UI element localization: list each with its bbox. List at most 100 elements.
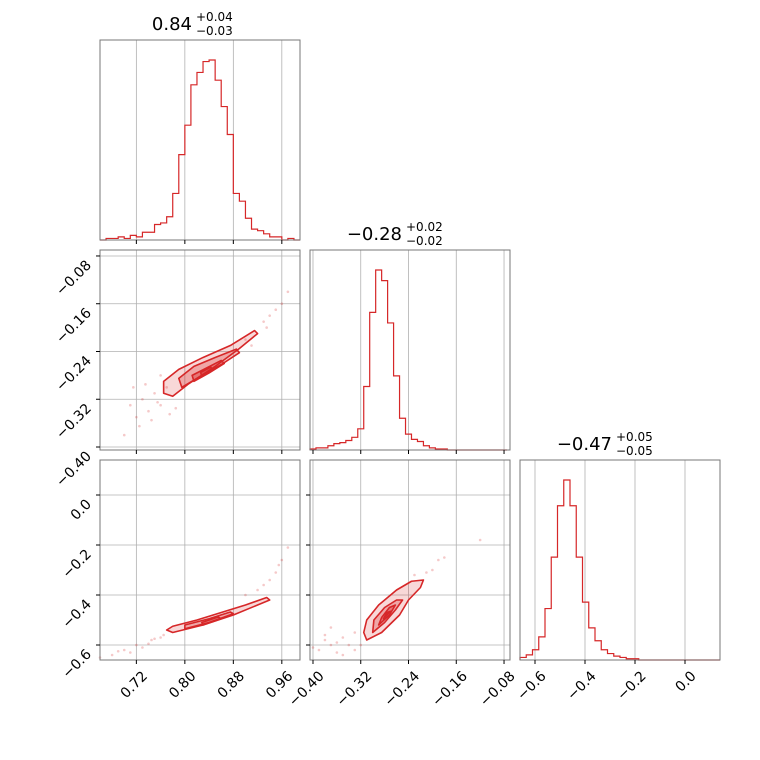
sample-point	[443, 556, 446, 559]
panel-frame	[519, 459, 721, 661]
sample-point	[262, 320, 265, 323]
x-tick-label: −0.08	[477, 668, 519, 710]
sample-point	[153, 637, 156, 641]
sample-point	[265, 326, 268, 329]
sample-point	[329, 643, 333, 647]
density-contour-3	[382, 610, 392, 620]
sample-point	[159, 403, 162, 407]
sample-point	[286, 290, 290, 294]
sample-point	[159, 374, 162, 377]
sample-point	[250, 344, 253, 347]
density-contour-0	[165, 596, 271, 634]
x-tick-label: −0.40	[286, 668, 328, 710]
sample-point	[431, 568, 434, 572]
y-tick-label: 0.0	[68, 497, 95, 524]
sample-point	[341, 653, 345, 657]
sample-point	[129, 403, 132, 407]
sample-point	[359, 643, 363, 647]
sample-point	[286, 546, 290, 549]
sample-point	[329, 626, 333, 629]
y-tick-label: −0.16	[53, 305, 95, 347]
sample-point	[347, 643, 351, 647]
scatter-panel-1-2	[306, 459, 511, 664]
y-tick-label: −0.08	[53, 257, 95, 299]
sample-point	[165, 386, 168, 389]
scatter-panel-0-2	[96, 459, 301, 664]
panel-frame	[99, 459, 301, 661]
sample-point	[110, 653, 114, 657]
sample-point	[335, 651, 339, 654]
x-tick-label: 0.88	[215, 668, 248, 701]
param-title-minus: −0.03	[196, 24, 233, 38]
sample-point	[268, 314, 271, 317]
sample-point	[425, 571, 428, 574]
sample-point	[317, 648, 321, 652]
sample-point	[311, 646, 315, 649]
sample-point	[116, 649, 120, 653]
sample-point	[437, 558, 440, 562]
param-title-minus: −0.02	[406, 234, 443, 248]
sample-point	[277, 563, 281, 567]
param-title-plus: +0.05	[616, 430, 653, 444]
sample-point	[147, 642, 150, 646]
param-title-plus: +0.04	[196, 10, 233, 24]
sample-point	[341, 636, 345, 639]
sample-point	[280, 558, 284, 562]
sample-point	[159, 636, 162, 639]
y-tick-label: −0.32	[53, 401, 95, 443]
sample-point	[135, 643, 138, 647]
y-tick-label: −0.40	[53, 449, 95, 491]
panel-frame	[99, 39, 301, 241]
x-tick-label: −0.16	[429, 668, 471, 710]
sample-point	[122, 433, 126, 437]
sample-point	[262, 583, 265, 587]
hist-panel-2: −0.47 +0.05−0.05	[519, 430, 721, 664]
sample-point	[335, 641, 339, 644]
histogram-step-0	[100, 59, 300, 241]
sample-point	[162, 633, 165, 637]
x-tick-label: −0.2	[614, 668, 649, 703]
sample-point	[129, 651, 132, 654]
param-title-value: −0.28	[347, 224, 402, 245]
sample-point	[323, 638, 327, 642]
histogram-step-2	[519, 479, 720, 661]
y-tick-label: −0.2	[59, 547, 94, 582]
x-tick-label: −0.32	[334, 668, 376, 710]
sample-point	[156, 400, 159, 404]
panel-frame	[309, 459, 511, 661]
sample-point	[147, 409, 150, 413]
y-tick-label: −0.4	[59, 596, 94, 631]
sample-point	[478, 538, 482, 542]
sample-point	[138, 424, 141, 428]
param-title-value: 0.84	[152, 14, 192, 35]
x-tick-label: 0.72	[118, 668, 151, 701]
y-tick-label: −0.24	[53, 353, 95, 395]
sample-point	[135, 415, 138, 419]
sample-point	[141, 397, 144, 401]
sample-point	[280, 302, 284, 306]
y-tick-label: −0.6	[59, 646, 94, 681]
sample-point	[244, 593, 247, 597]
sample-point	[153, 391, 156, 395]
hist-panel-1: −0.28 +0.02−0.02	[309, 220, 511, 454]
sample-point	[144, 383, 147, 386]
density-contour-3	[199, 366, 213, 378]
param-title-value: −0.47	[557, 434, 612, 455]
sample-point	[132, 386, 135, 389]
panel-frame	[99, 249, 301, 451]
sample-point	[268, 578, 271, 582]
sample-point	[323, 633, 327, 637]
x-tick-label: −0.6	[514, 668, 549, 703]
sample-point	[256, 588, 259, 592]
sample-point	[174, 406, 178, 410]
scatter-panel-0-1	[96, 249, 301, 454]
x-tick-label: −0.4	[564, 668, 599, 703]
sample-point	[274, 308, 278, 312]
sample-point	[168, 412, 171, 416]
sample-point	[353, 648, 357, 652]
sample-point	[122, 648, 126, 652]
sample-point	[141, 646, 144, 649]
sample-point	[150, 418, 153, 422]
density-contour-2	[201, 616, 223, 626]
